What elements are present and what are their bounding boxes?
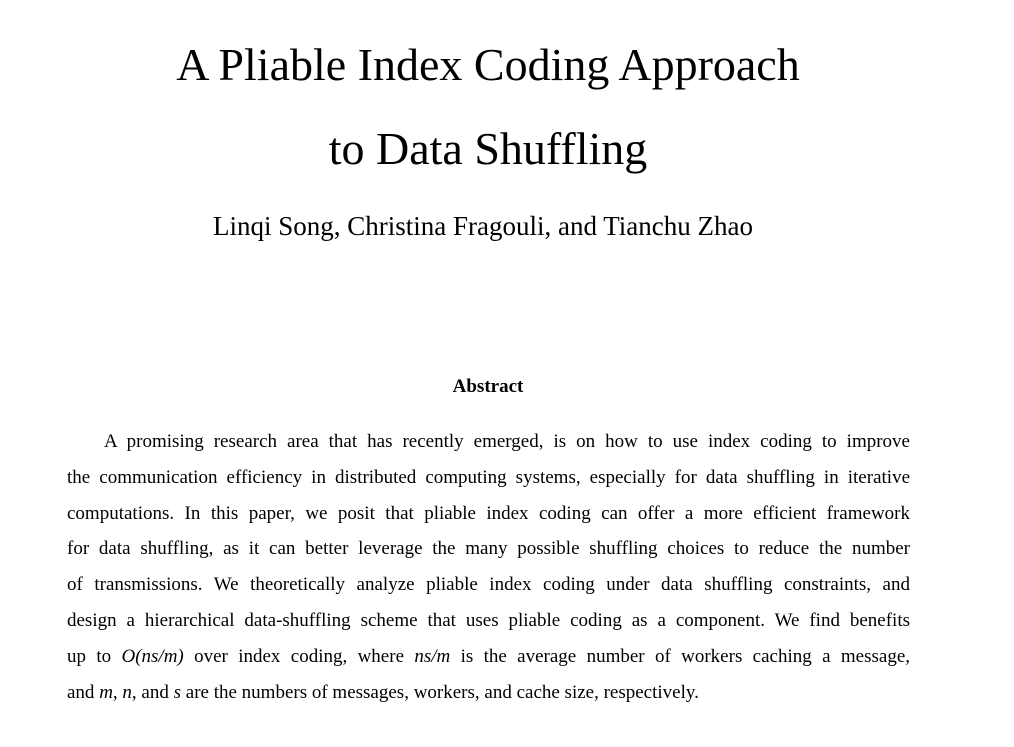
abstract-heading: Abstract: [452, 376, 524, 397]
abstract-line: and m, n, and s are the numbers of messa…: [67, 675, 910, 711]
abstract-body: A promising research area that has recen…: [67, 424, 910, 710]
math-expression: s: [173, 681, 182, 703]
abstract-text: up to: [67, 645, 122, 667]
math-expression: O(ns/m): [121, 645, 184, 667]
math-expression: ns/m: [414, 645, 451, 667]
math-expression: n: [122, 681, 132, 703]
abstract-line: for data shuffling, as it can better lev…: [67, 538, 910, 560]
abstract-text: ,: [112, 681, 123, 703]
abstract-line: A promising research area that has recen…: [104, 431, 910, 452]
abstract-text: over index coding, where: [183, 645, 415, 667]
paper-title-line-1: A Pliable Index Coding Approach: [176, 39, 800, 90]
abstract-line: computations. In this paper, we posit th…: [67, 502, 910, 524]
abstract-text: and: [67, 681, 100, 703]
abstract-line: the communication efficiency in distribu…: [67, 466, 910, 488]
abstract-line: design a hierarchical data-shuffling sch…: [67, 609, 910, 631]
abstract-text: , and: [131, 681, 174, 703]
abstract-text: are the numbers of messages, workers, an…: [181, 681, 699, 703]
paper-authors: Linqi Song, Christina Fragouli, and Tian…: [213, 211, 753, 241]
abstract-line: up to O(ns/m) over index coding, where n…: [67, 639, 910, 675]
math-expression: m: [99, 681, 113, 703]
abstract-line: of transmissions. We theoretically analy…: [67, 574, 910, 596]
paper-title-line-2: to Data Shuffling: [328, 123, 648, 174]
abstract-text: is the average number of workers caching…: [450, 645, 911, 667]
